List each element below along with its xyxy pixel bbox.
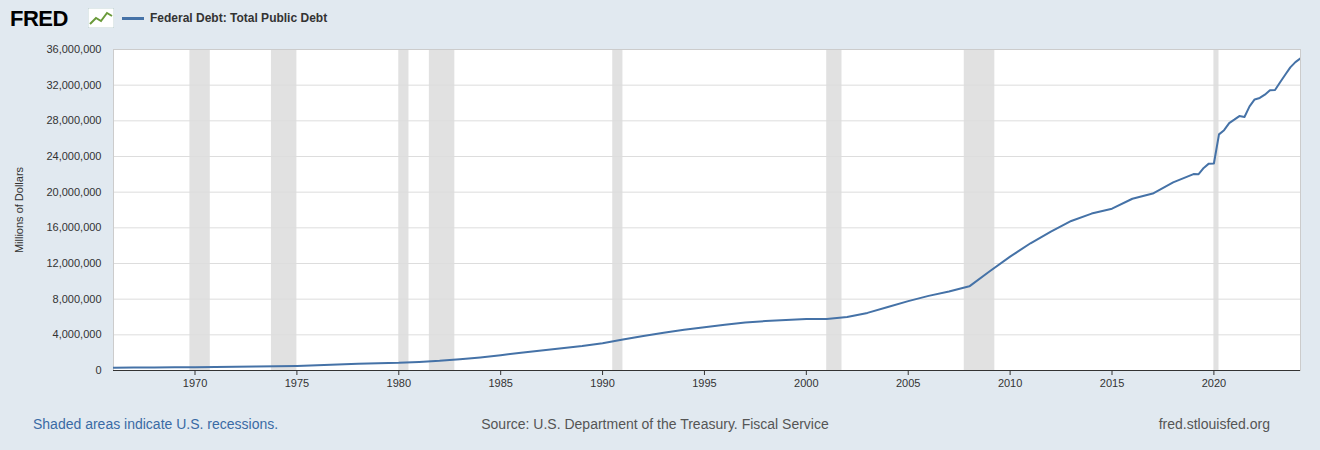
svg-text:0: 0 xyxy=(95,364,101,376)
svg-text:12,000,000: 12,000,000 xyxy=(46,257,101,269)
svg-text:2020: 2020 xyxy=(1202,377,1226,389)
svg-text:2000: 2000 xyxy=(794,377,818,389)
html-text:Source: U.S. Department of the: Source: U.S. Department of the Treasury.… xyxy=(481,416,829,432)
svg-text:24,000,000: 24,000,000 xyxy=(46,150,101,162)
svg-text:1975: 1975 xyxy=(285,377,309,389)
svg-text:1980: 1980 xyxy=(387,377,411,389)
html-text:fred.stlouisfed.org: fred.stlouisfed.org xyxy=(1158,416,1270,432)
svg-text:28,000,000: 28,000,000 xyxy=(46,114,101,126)
svg-text:2010: 2010 xyxy=(998,377,1022,389)
svg-text:1990: 1990 xyxy=(590,377,614,389)
svg-text:1985: 1985 xyxy=(488,377,512,389)
svg-text:1970: 1970 xyxy=(183,377,207,389)
html-text:Shaded areas indicate U.S. rec: Shaded areas indicate U.S. recessions. xyxy=(33,416,279,432)
svg-text:36,000,000: 36,000,000 xyxy=(46,43,101,55)
svg-text:4,000,000: 4,000,000 xyxy=(53,328,102,340)
svg-text:2005: 2005 xyxy=(896,377,920,389)
svg-text:2015: 2015 xyxy=(1100,377,1124,389)
html-text:Federal Debt: Total Public Deb: Federal Debt: Total Public Debt xyxy=(150,11,328,25)
svg-text:16,000,000: 16,000,000 xyxy=(46,221,101,233)
svg-text:1995: 1995 xyxy=(692,377,716,389)
svg-text:32,000,000: 32,000,000 xyxy=(46,79,101,91)
svg-text:20,000,000: 20,000,000 xyxy=(46,186,101,198)
svg-text:Millions of Dollars: Millions of Dollars xyxy=(13,166,25,253)
svg-text:8,000,000: 8,000,000 xyxy=(53,293,102,305)
html-text:FRED: FRED xyxy=(10,6,68,31)
